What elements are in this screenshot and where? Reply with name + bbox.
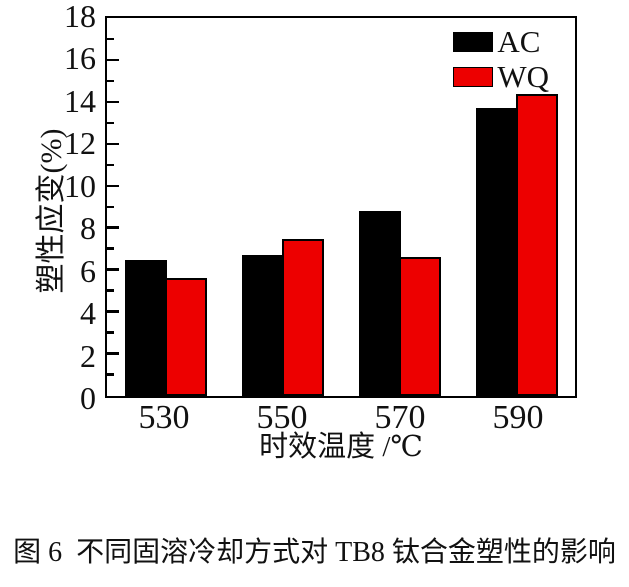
figure-caption: 图 6 不同固溶冷却方式对 TB8 钛合金塑性的影响 Fig.6 Effect … [0,460,629,587]
y-tick-label: 6 [80,252,96,289]
plot-area: AC WQ [105,16,577,398]
bar-group-590 [475,18,558,396]
y-tick-label: 10 [64,167,96,204]
y-major-tick [107,352,119,355]
y-minor-tick [107,205,114,208]
x-axis-tick-labels: 530 550 570 590 [105,398,577,438]
y-major-tick [107,142,119,146]
y-major-tick [107,100,119,104]
y-major-tick [107,268,119,271]
caption-line-zh: 图 6 不同固溶冷却方式对 TB8 钛合金塑性的影响 [13,537,616,568]
legend-swatch-wq [453,66,494,87]
y-minor-tick [107,121,114,125]
legend: AC WQ [453,26,549,92]
legend-item-ac: AC [453,26,549,57]
y-tick-label: 18 [64,0,96,34]
y-major-tick [107,226,119,229]
y-tick-label: 4 [80,295,96,332]
y-tick-label: 16 [64,40,96,77]
y-major-tick [107,184,119,188]
y-minor-tick [107,373,114,376]
y-minor-tick [107,163,114,167]
y-tick-label: 8 [80,210,96,247]
x-tick-label: 550 [256,399,308,436]
x-tick-label: 570 [374,399,426,436]
y-tick-label: 0 [80,380,96,416]
y-minor-tick [107,79,114,83]
y-minor-tick [107,37,114,41]
y-minor-tick [107,247,114,250]
bar-wq-570 [398,257,441,396]
y-major-tick [107,58,119,62]
x-axis-title: 时效温度 /℃ [259,431,423,463]
bar-group-570 [358,18,441,396]
legend-label-wq: WQ [497,59,549,94]
bar-ac-530 [124,259,167,396]
y-tick-label: 2 [80,337,96,374]
legend-label-ac: AC [497,24,541,59]
x-tick-label: 590 [492,399,544,436]
legend-item-wq: WQ [453,61,549,92]
bar-ac-570 [358,211,401,396]
legend-swatch-ac [453,31,494,52]
y-minor-tick [107,289,114,292]
bar-group-550 [241,18,324,396]
x-tick-label: 530 [138,399,190,436]
y-tick-label: 12 [64,125,96,162]
bar-wq-550 [281,238,324,396]
bar-wq-530 [164,278,207,396]
bar-ac-550 [241,255,284,396]
bar-ac-590 [475,108,518,396]
bar-wq-590 [515,93,558,396]
y-minor-tick [107,331,114,334]
y-tick-label: 14 [64,82,96,119]
bar-group-530 [124,18,207,396]
y-major-tick [107,310,119,313]
